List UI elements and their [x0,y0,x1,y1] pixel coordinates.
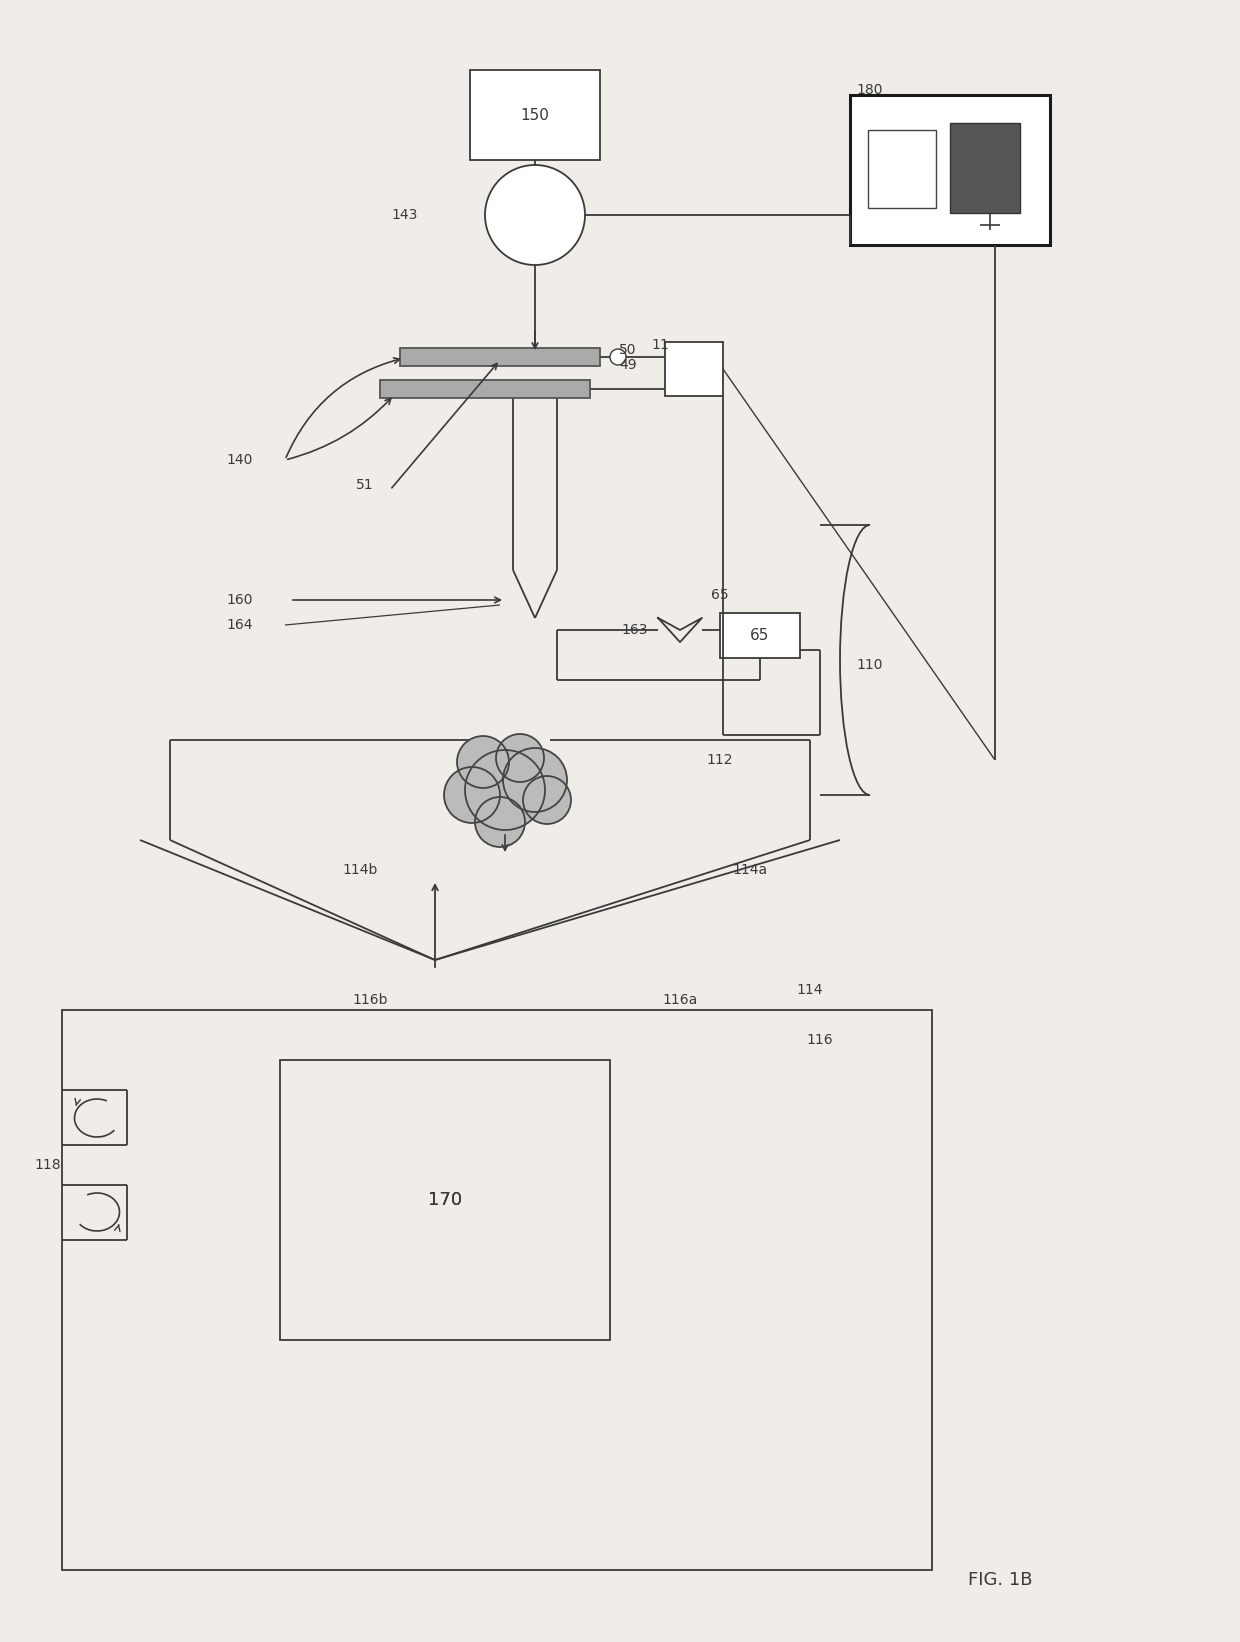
Text: 118: 118 [35,1158,61,1172]
Circle shape [444,767,500,823]
Text: FIG. 1B: FIG. 1B [967,1571,1032,1589]
Text: 114a: 114a [733,864,768,877]
Bar [470,71,600,159]
Bar [950,123,1021,213]
Bar [379,379,590,397]
Circle shape [503,749,567,813]
Circle shape [485,164,585,264]
Bar [868,130,936,209]
Text: 160: 160 [227,593,253,608]
Circle shape [523,777,570,824]
Circle shape [458,736,508,788]
Text: 170: 170 [428,1190,463,1209]
Text: 164: 164 [227,617,253,632]
Text: 114b: 114b [342,864,378,877]
Text: 114: 114 [797,984,823,997]
Bar [280,1061,610,1340]
Text: 51: 51 [356,478,373,493]
Text: 112: 112 [707,754,733,767]
Text: 116: 116 [807,1033,833,1048]
Text: 163: 163 [621,622,649,637]
Text: 143: 143 [392,209,418,222]
Text: 11: 11 [651,338,668,351]
Circle shape [465,750,546,829]
Circle shape [475,796,525,847]
Bar [720,612,800,658]
Text: 140: 140 [227,453,253,466]
Bar [401,348,600,366]
Text: 110: 110 [857,658,883,672]
Bar [849,95,1050,245]
Bar [665,342,723,396]
Text: 65: 65 [712,588,729,603]
Text: 116b: 116b [352,993,388,1007]
Text: 180: 180 [857,84,883,97]
Text: 170: 170 [428,1190,463,1209]
Circle shape [496,734,544,782]
Circle shape [610,350,626,365]
Text: 116a: 116a [662,993,698,1007]
Text: 65: 65 [750,627,770,642]
Text: 150: 150 [521,107,549,123]
Text: 50: 50 [619,343,637,356]
Text: 49: 49 [619,358,637,373]
Bar [62,1010,932,1570]
